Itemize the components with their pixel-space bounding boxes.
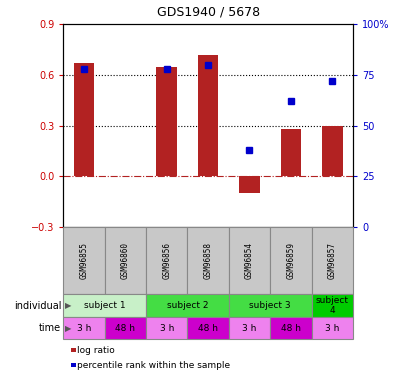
Bar <box>73 63 94 176</box>
Text: subject 3: subject 3 <box>249 301 291 310</box>
Text: GSM96856: GSM96856 <box>162 242 171 279</box>
Text: GSM96858: GSM96858 <box>204 242 213 279</box>
Text: GDS1940 / 5678: GDS1940 / 5678 <box>157 6 259 19</box>
Bar <box>322 126 343 176</box>
Bar <box>281 129 301 176</box>
Bar <box>229 317 270 339</box>
Text: GSM96860: GSM96860 <box>121 242 130 279</box>
Bar <box>63 317 104 339</box>
Bar <box>146 294 229 317</box>
Bar <box>239 176 260 193</box>
Bar <box>146 227 187 294</box>
Bar <box>63 227 104 294</box>
Bar <box>187 227 229 294</box>
Bar <box>198 55 218 176</box>
Bar <box>229 227 270 294</box>
Text: 3 h: 3 h <box>77 324 91 333</box>
Bar <box>312 317 353 339</box>
Bar <box>104 317 146 339</box>
Text: subject 1: subject 1 <box>84 301 125 310</box>
Text: percentile rank within the sample: percentile rank within the sample <box>77 361 231 370</box>
Text: 3 h: 3 h <box>325 324 339 333</box>
Text: 48 h: 48 h <box>115 324 135 333</box>
Text: GSM96854: GSM96854 <box>245 242 254 279</box>
Bar <box>104 227 146 294</box>
Bar <box>229 294 312 317</box>
Text: GSM96857: GSM96857 <box>328 242 337 279</box>
Text: 3 h: 3 h <box>160 324 174 333</box>
Text: individual: individual <box>14 301 61 310</box>
Text: 48 h: 48 h <box>281 324 301 333</box>
Bar <box>312 227 353 294</box>
Bar <box>63 294 146 317</box>
Text: ▶: ▶ <box>65 301 72 310</box>
Bar <box>146 317 187 339</box>
Bar <box>156 67 177 176</box>
Text: 48 h: 48 h <box>198 324 218 333</box>
Text: time: time <box>39 323 61 333</box>
Text: GSM96859: GSM96859 <box>286 242 295 279</box>
Text: GSM96855: GSM96855 <box>80 242 89 279</box>
Text: log ratio: log ratio <box>77 346 115 355</box>
Bar <box>270 317 312 339</box>
Bar <box>187 317 229 339</box>
Text: ▶: ▶ <box>65 324 72 333</box>
Text: subject 2: subject 2 <box>166 301 208 310</box>
Text: subject
4: subject 4 <box>316 296 349 315</box>
Bar <box>270 227 312 294</box>
Bar <box>312 294 353 317</box>
Text: 3 h: 3 h <box>242 324 257 333</box>
